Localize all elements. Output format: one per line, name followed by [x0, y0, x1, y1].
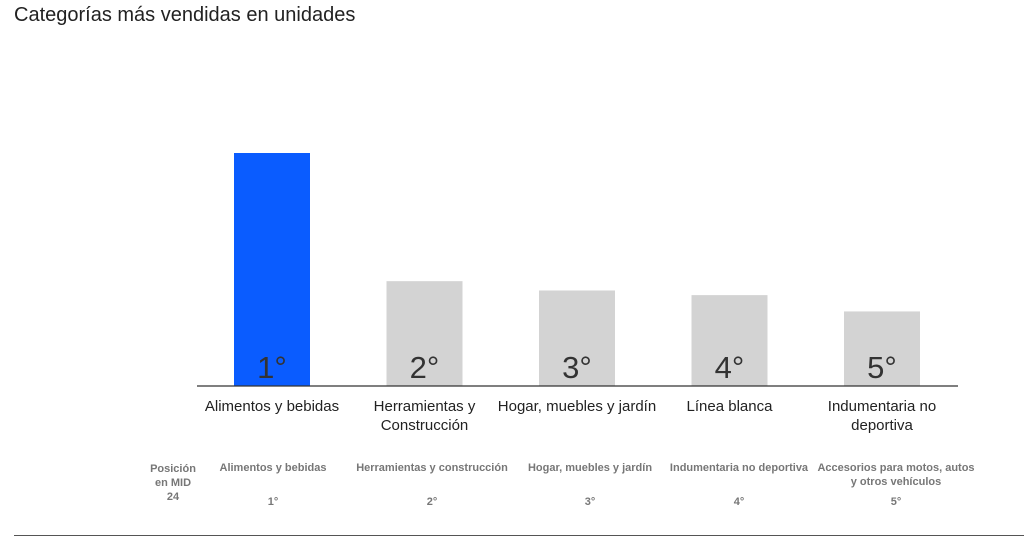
bar-label-5: 5° — [867, 350, 897, 385]
mid-item-5: Accesorios para motos, autos y otros veh… — [816, 461, 976, 509]
bar-2 — [386, 281, 463, 386]
mid-item-1: Alimentos y bebidas 1° — [193, 461, 353, 509]
mid-item-rank: 2° — [426, 496, 438, 508]
mid-item-name: Alimentos y bebidas — [219, 462, 327, 474]
mid-item-name: Accesorios para motos, autos y otros veh… — [817, 462, 975, 488]
mid-row-label: Posición en MID 24 — [150, 463, 196, 503]
mid-item-rank: 5° — [890, 496, 902, 508]
bar-label-3: 3° — [562, 350, 592, 385]
bar-1 — [234, 153, 310, 386]
mid-item-rank: 1° — [267, 496, 279, 508]
mid-item-2: Herramientas y construcción 2° — [352, 461, 512, 509]
mid-item-name: Hogar, muebles y jardín — [527, 462, 653, 474]
mid-item-4: Indumentaria no deportiva 4° — [659, 461, 819, 509]
mid-item-name: Herramientas y construcción — [356, 462, 508, 474]
bar-3 — [539, 290, 615, 386]
bar-4 — [691, 295, 768, 386]
mid-item-rank: 3° — [584, 496, 596, 508]
bar-label-4: 4° — [715, 350, 745, 385]
page-title: Categorías más vendidas en unidades — [14, 4, 356, 26]
category-label-4: Línea blanca — [686, 398, 773, 415]
mid-item-rank: 4° — [733, 496, 745, 508]
category-label-1: Alimentos y bebidas — [204, 398, 340, 415]
mid-item-3: Hogar, muebles y jardín 3° — [510, 461, 670, 509]
mid-item-name: Indumentaria no deportiva — [669, 462, 809, 474]
category-label-2: Herramientas y Construcción — [373, 398, 476, 434]
category-label-3: Hogar, muebles y jardín — [497, 398, 657, 415]
bar-label-2: 2° — [410, 350, 440, 385]
bottom-divider — [14, 535, 1024, 536]
category-label-5: Indumentaria no deportiva — [827, 398, 937, 434]
bar-label-1: 1° — [257, 350, 287, 385]
bar-5 — [844, 311, 920, 386]
